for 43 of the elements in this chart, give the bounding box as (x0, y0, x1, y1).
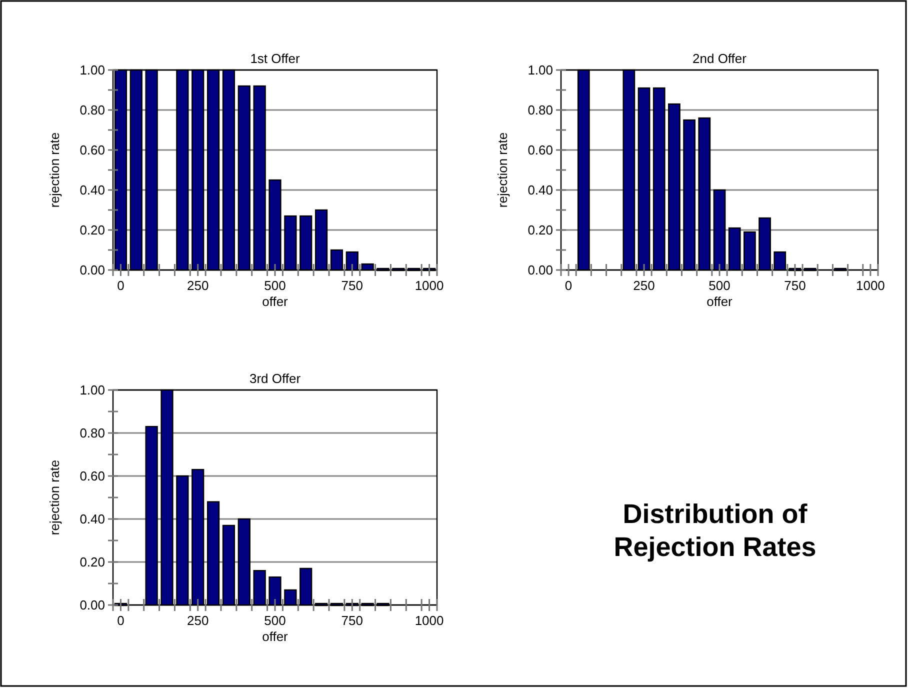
y-tick-label: 0.20 (80, 554, 105, 570)
y-tick-label: 0.60 (80, 142, 105, 158)
x-tick-label: 250 (633, 278, 655, 293)
x-tick-label: 750 (784, 278, 806, 293)
x-tick-label: 750 (341, 613, 363, 628)
y-tick-label: 0.40 (80, 512, 105, 526)
y-tick-label: 0.60 (528, 142, 553, 158)
y-tick-label: 1.00 (80, 62, 105, 78)
x-tick-label: 0 (564, 278, 572, 293)
y-tick-label: 1.00 (80, 382, 105, 398)
chart-title: 2nd Offer (692, 51, 748, 66)
x-tick-label: 500 (264, 278, 286, 293)
x-tick-label: 1000 (414, 278, 444, 293)
y-tick-label: 0.00 (528, 262, 553, 278)
y-tick-label: 0.00 (80, 262, 105, 278)
y-axis-title: rejection rate (47, 460, 62, 536)
x-tick-label: 0 (117, 613, 124, 628)
x-tick-label: 500 (708, 278, 730, 293)
x-tick-label: 1000 (856, 278, 885, 293)
x-axis-title: offer (262, 294, 289, 309)
x-tick-label: 500 (264, 613, 286, 628)
y-tick-label: 0.80 (528, 102, 553, 118)
y-tick-label: 0.20 (80, 222, 105, 238)
x-tick-label: 750 (341, 278, 363, 293)
y-tick-label: 0.00 (80, 598, 105, 612)
chart-title: 3rd Offer (249, 371, 302, 386)
y-axis-title: rejection rate (47, 132, 62, 208)
chart-title: 1st Offer (250, 51, 300, 66)
y-axis-title: rejection rate (495, 132, 510, 208)
x-tick-label: 250 (187, 278, 209, 293)
y-tick-label: 0.20 (528, 222, 553, 238)
y-tick-label: 1.00 (528, 62, 553, 78)
text: Distribution of Rejection Rates (612, 498, 818, 564)
y-tick-label: 0.80 (80, 426, 105, 440)
y-tick-label: 0.40 (528, 182, 553, 198)
x-tick-label: 250 (187, 613, 209, 628)
y-tick-label: 0.40 (80, 182, 105, 198)
x-axis-title: offer (262, 629, 289, 644)
x-tick-label: 1000 (414, 613, 444, 628)
y-tick-label: 0.80 (80, 102, 105, 118)
x-tick-label: 0 (117, 278, 124, 293)
x-axis-title: offer (706, 294, 734, 309)
y-tick-label: 0.60 (80, 468, 105, 484)
